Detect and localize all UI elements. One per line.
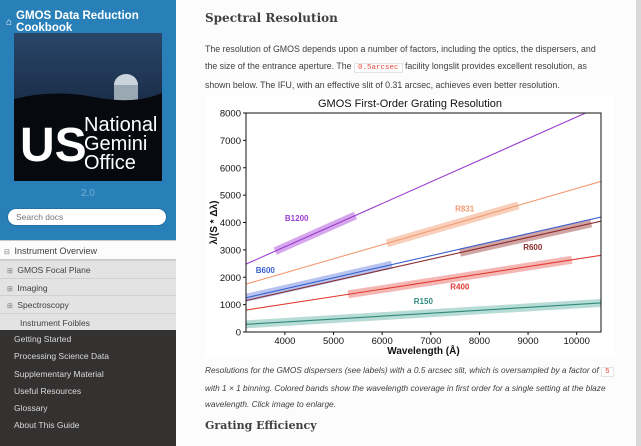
sidebar-item-imaging[interactable]: ⊞ Imaging [0, 277, 176, 295]
x-tick-label: 8000 [469, 336, 490, 347]
sidebar-item-getting-started[interactable]: Getting Started [0, 330, 176, 347]
y-tick-label: 2000 [220, 273, 241, 284]
logo-image: US National Gemini Office [14, 33, 162, 181]
home-icon: ⌂ [6, 16, 13, 28]
main-content: Spectral Resolution The resolution of GM… [176, 0, 641, 446]
sidebar-item-label: Instrument Foibles [20, 317, 90, 328]
series-line-r150 [246, 302, 601, 325]
sidebar-item-label: Spectroscopy [17, 300, 69, 310]
sidebar-item-gmos-focal-plane[interactable]: ⊞ GMOS Focal Plane [0, 260, 176, 278]
sidebar-item-useful-resources[interactable]: Useful Resources [0, 382, 176, 399]
intro-text: The resolution of GMOS depends upon a nu… [205, 44, 596, 71]
intro-text: facility longslit provides excellent res… [205, 61, 587, 90]
series-label-r600: R600 [523, 243, 543, 252]
sidebar-item-label: About This Guide [14, 420, 80, 431]
series-line-r831 [246, 180, 601, 285]
expand-icon[interactable]: ⊞ [7, 268, 13, 275]
y-tick-label: 3000 [220, 245, 241, 256]
brand-link[interactable]: ⌂ GMOS Data Reduction Cookbook [0, 10, 176, 34]
expand-icon[interactable]: ⊞ [7, 285, 13, 293]
sidebar-item-label: GMOS Focal Plane [17, 265, 91, 275]
x-tick-label: 5000 [323, 336, 344, 347]
caption-text: with 1 × 1 binning. Colored bands show t… [205, 383, 606, 409]
expand-icon[interactable]: ⊞ [7, 303, 13, 310]
sidebar-nav: ⊟ Instrument Overview ⊞ GMOS Focal Plane… [0, 240, 176, 434]
logo-us: US [20, 119, 87, 172]
y-tick-label: 1000 [220, 300, 241, 311]
sidebar-item-about[interactable]: About This Guide [0, 416, 176, 433]
sidebar-item-processing-science-data[interactable]: Processing Science Data [0, 347, 176, 364]
y-tick-label: 4000 [220, 218, 241, 229]
series-label-b600: B600 [256, 266, 276, 275]
sidebar-item-label: Imaging [17, 282, 48, 293]
inline-code: 0.5arcsec [354, 63, 403, 73]
x-axis-label: Wavelength (Å) [387, 344, 459, 357]
figure-caption: Resolutions for the GMOS dispersers (see… [205, 362, 615, 412]
document-body: Spectral Resolution The resolution of GM… [176, 0, 636, 446]
y-tick-label: 0 [236, 328, 241, 339]
x-tick-label: 6000 [372, 336, 393, 347]
sidebar-item-label: Supplementary Material [14, 368, 104, 379]
y-tick-label: 5000 [220, 191, 241, 202]
x-tick-label: 10000 [563, 336, 589, 347]
sidebar-item-supplementary-material[interactable]: Supplementary Material [0, 365, 176, 382]
y-tick-label: 8000 [220, 109, 241, 120]
search-input[interactable] [7, 208, 167, 226]
version-label: 2.0 [81, 188, 95, 199]
plot-area [246, 113, 601, 329]
series-label-r150: R150 [414, 297, 434, 306]
intro-paragraph: The resolution of GMOS depends upon a nu… [205, 41, 610, 94]
series-line-r400 [246, 254, 601, 311]
logo[interactable]: US National Gemini Office [14, 33, 162, 181]
series-line-b600 [246, 216, 601, 299]
logo-national: National [84, 114, 157, 136]
sidebar-item-spectroscopy[interactable]: ⊞ Spectroscopy [0, 295, 176, 313]
caption-text: Resolutions for the GMOS dispersers (see… [205, 365, 602, 375]
section-heading: Grating Efficiency [205, 419, 317, 432]
sidebar: ⌂ GMOS Data Reduction Cookbook US Nation… [0, 0, 176, 446]
sidebar-item-glossary[interactable]: Glossary [0, 399, 176, 416]
x-tick-label: 9000 [517, 336, 538, 347]
series-label-r831: R831 [455, 205, 475, 214]
logo-gemini: Gemini [84, 133, 147, 155]
series-label-b1200: B1200 [285, 214, 309, 223]
chart-title: GMOS First-Order Grating Resolution [318, 98, 502, 110]
x-tick-label: 4000 [274, 336, 295, 347]
x-tick-label: 7000 [420, 336, 441, 347]
sidebar-item-label: Instrument Overview [14, 246, 98, 256]
inline-code: 5 [601, 367, 614, 377]
y-axis-label: λ/(S * Δλ) [209, 201, 220, 245]
sidebar-item-instrument-overview[interactable]: ⊟ Instrument Overview [0, 240, 176, 260]
sidebar-item-label: Glossary [14, 403, 48, 414]
sidebar-item-label: Processing Science Data [14, 351, 109, 362]
series-line-b1200 [246, 113, 587, 265]
logo-office: Office [84, 152, 136, 174]
resolution-chart: B1200 R831 B600 R600 R400 R150 0 1000 2000 3000 40… [209, 109, 602, 357]
sidebar-item-instrument-foibles[interactable]: Instrument Foibles [0, 312, 176, 330]
resolution-figure[interactable]: GMOS First-Order Grating Resolution B120… [205, 95, 615, 357]
page-title: Spectral Resolution [205, 11, 338, 25]
brand-title: GMOS Data Reduction Cookbook [16, 10, 139, 34]
sidebar-item-label: Getting Started [14, 334, 72, 344]
y-tick-label: 6000 [220, 163, 241, 174]
series-label-r400: R400 [450, 283, 470, 292]
sidebar-item-label: Useful Resources [14, 385, 82, 396]
y-tick-label: 7000 [220, 136, 241, 147]
series-line-r600 [246, 220, 601, 302]
scrollbar[interactable] [636, 0, 641, 446]
collapse-icon[interactable]: ⊟ [4, 249, 10, 256]
